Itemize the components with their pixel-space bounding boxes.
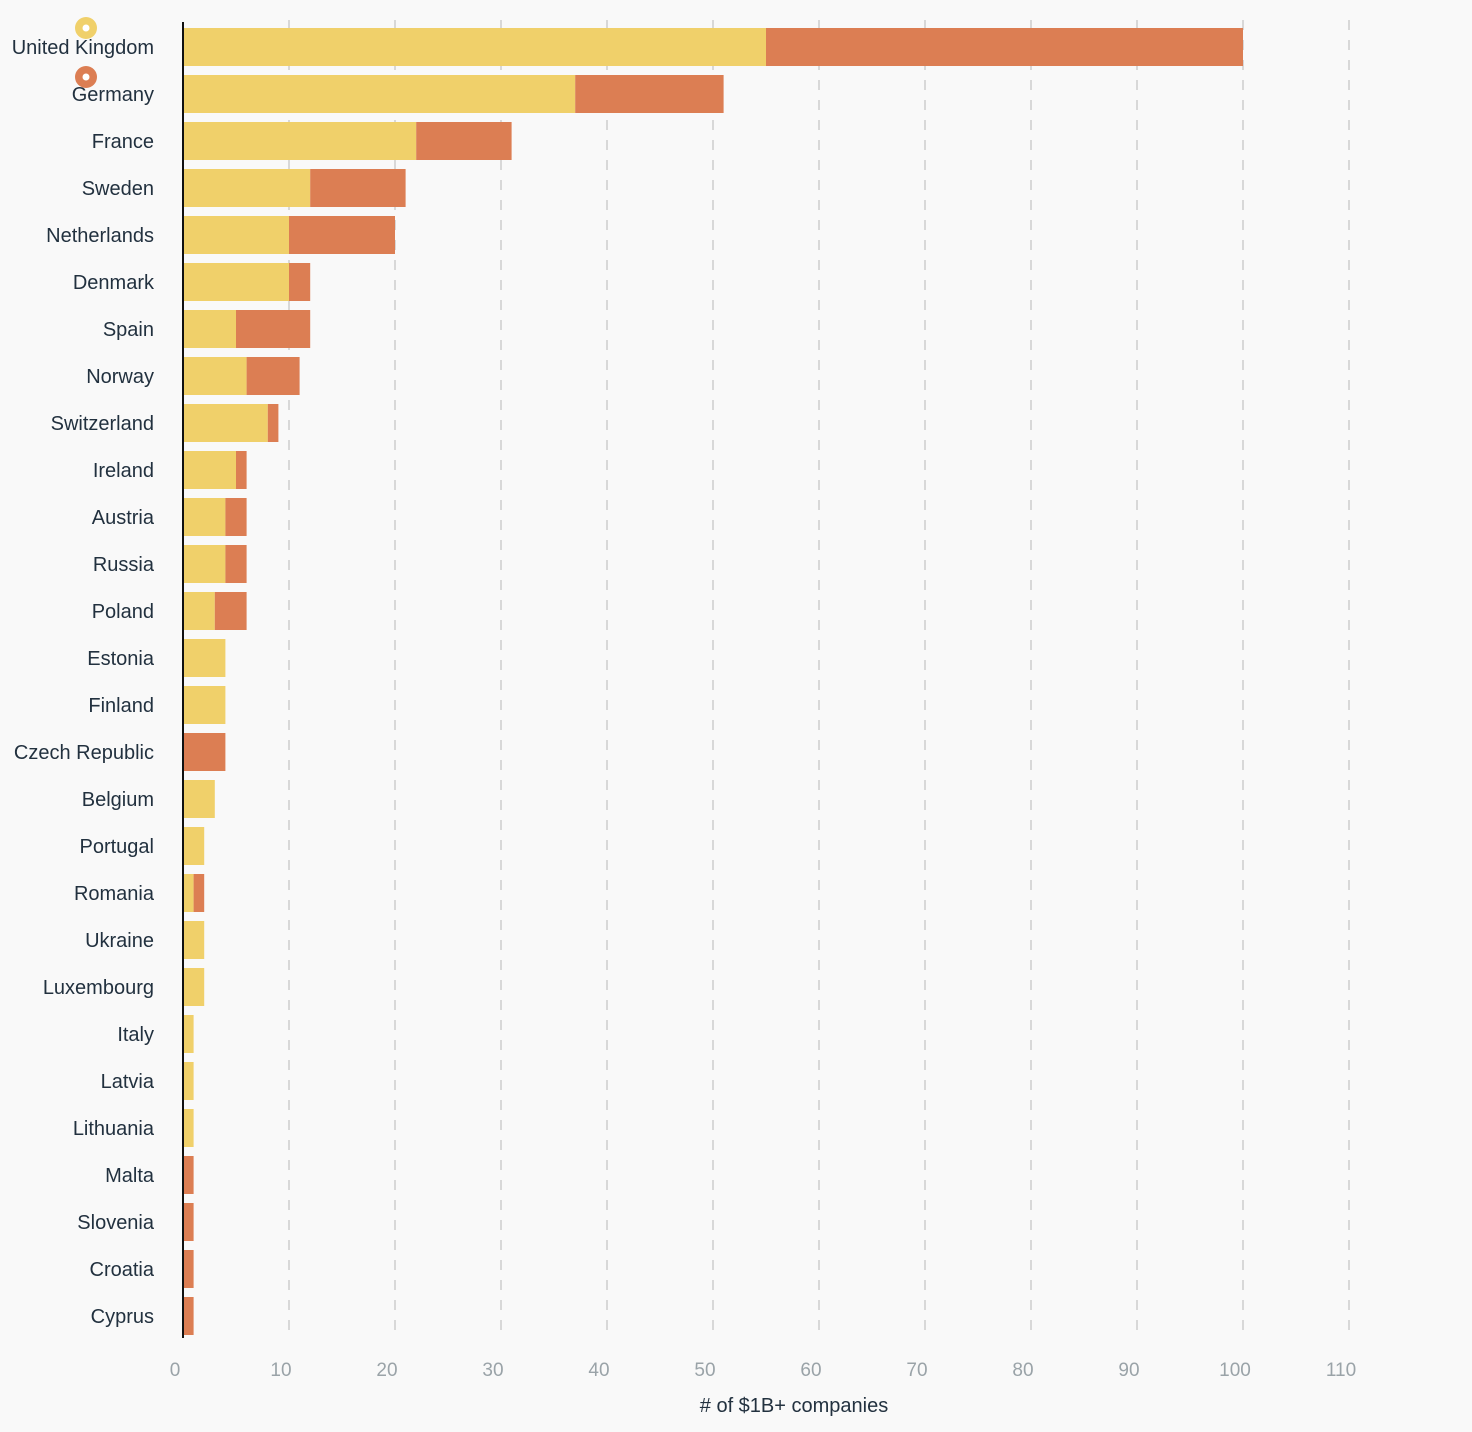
bar-netherlands-s2	[289, 216, 395, 254]
category-label: Norway	[86, 366, 154, 388]
bar-denmark-s2	[289, 263, 311, 301]
bar-france-s2	[416, 122, 512, 160]
bar-poland-s2	[214, 592, 247, 630]
bar-estonia-s1	[183, 639, 226, 677]
category-label: France	[92, 131, 154, 153]
category-label: Slovenia	[77, 1212, 155, 1234]
bar-luxembourg-s1	[183, 968, 205, 1006]
bar-romania-s2	[193, 874, 205, 912]
bar-france-s1	[183, 122, 417, 160]
bars	[183, 28, 1243, 1335]
category-label: United Kingdom	[12, 37, 154, 59]
category-label: Poland	[92, 601, 154, 623]
x-tick-label: 100	[1219, 1360, 1251, 1381]
bar-italy-s1	[183, 1015, 194, 1053]
x-tick-label: 40	[588, 1360, 609, 1381]
bar-united-kingdom-s2	[766, 28, 1243, 66]
bar-romania-s1	[183, 874, 194, 912]
category-labels: United Kingdom Germany France Sweden Netherl…	[12, 37, 155, 1328]
gridlines	[288, 20, 1350, 1338]
bar-slovenia-s2	[183, 1203, 194, 1241]
bar-austria-s2	[225, 498, 247, 536]
bar-netherlands-s1	[183, 216, 289, 254]
bar-austria-s1	[183, 498, 226, 536]
category-label: Russia	[93, 554, 155, 576]
category-label: Italy	[117, 1024, 154, 1046]
legend	[75, 17, 97, 88]
category-label: Latvia	[101, 1071, 155, 1093]
category-label: Belgium	[82, 789, 154, 811]
bar-germany-s1	[183, 75, 576, 113]
bar-switzerland-s1	[183, 404, 268, 442]
category-label: Sweden	[82, 178, 154, 200]
category-label: Croatia	[90, 1259, 155, 1281]
category-label: Czech Republic	[14, 742, 154, 764]
bar-croatia-s2	[183, 1250, 194, 1288]
category-label: Malta	[105, 1165, 155, 1187]
bar-sweden-s2	[310, 169, 406, 207]
x-tick-labels: 0 10 20 30 40 50 60 70 80 90 100 110	[170, 1360, 1356, 1381]
x-tick-label: 50	[694, 1360, 715, 1381]
category-label: Finland	[88, 695, 154, 717]
category-label: Switzerland	[51, 413, 154, 435]
category-label: Austria	[92, 507, 155, 529]
bar-cyprus-s2	[183, 1297, 194, 1335]
bar-poland-s1	[183, 592, 215, 630]
bar-finland-s1	[183, 686, 226, 724]
legend-marker-dot	[82, 73, 90, 81]
category-label: Portugal	[80, 836, 155, 858]
bar-belgium-s1	[183, 780, 215, 818]
bar-russia-s1	[183, 545, 226, 583]
bar-spain-s1	[183, 310, 236, 348]
bar-ireland-s1	[183, 451, 236, 489]
x-tick-label: 10	[270, 1360, 291, 1381]
bar-latvia-s1	[183, 1062, 194, 1100]
bar-norway-s2	[246, 357, 300, 395]
category-label: Cyprus	[91, 1306, 154, 1328]
category-label: Luxembourg	[43, 977, 154, 999]
bar-norway-s1	[183, 357, 247, 395]
bar-russia-s2	[225, 545, 247, 583]
bar-germany-s2	[575, 75, 724, 113]
bar-ukraine-s1	[183, 921, 205, 959]
category-label: Spain	[103, 319, 154, 341]
category-label: Germany	[72, 84, 154, 106]
bar-lithuania-s1	[183, 1109, 194, 1147]
category-label: Denmark	[73, 272, 155, 294]
category-label: Estonia	[87, 648, 155, 670]
category-label: Lithuania	[73, 1118, 155, 1140]
bar-ireland-s2	[236, 451, 247, 489]
category-label: Romania	[74, 883, 155, 905]
category-label: Netherlands	[46, 225, 154, 247]
x-tick-label: 110	[1326, 1360, 1356, 1381]
category-label: Ukraine	[85, 930, 154, 952]
x-tick-label: 60	[800, 1360, 821, 1381]
x-tick-label: 30	[482, 1360, 503, 1381]
bar-sweden-s1	[183, 169, 311, 207]
bar-united-kingdom-s1	[183, 28, 766, 66]
bar-czech-republic-s2	[183, 733, 226, 771]
legend-marker-dot	[82, 24, 90, 32]
bar-portugal-s1	[183, 827, 205, 865]
bar-spain-s2	[236, 310, 311, 348]
x-tick-label: 0	[170, 1360, 181, 1381]
bar-malta-s2	[183, 1156, 194, 1194]
x-tick-label: 70	[906, 1360, 927, 1381]
bar-switzerland-s2	[267, 404, 279, 442]
x-tick-label: 90	[1118, 1360, 1139, 1381]
x-axis-title: # of $1B+ companies	[700, 1395, 888, 1417]
bar-denmark-s1	[183, 263, 289, 301]
x-tick-label: 20	[376, 1360, 397, 1381]
category-label: Ireland	[93, 460, 154, 482]
x-tick-label: 80	[1012, 1360, 1033, 1381]
